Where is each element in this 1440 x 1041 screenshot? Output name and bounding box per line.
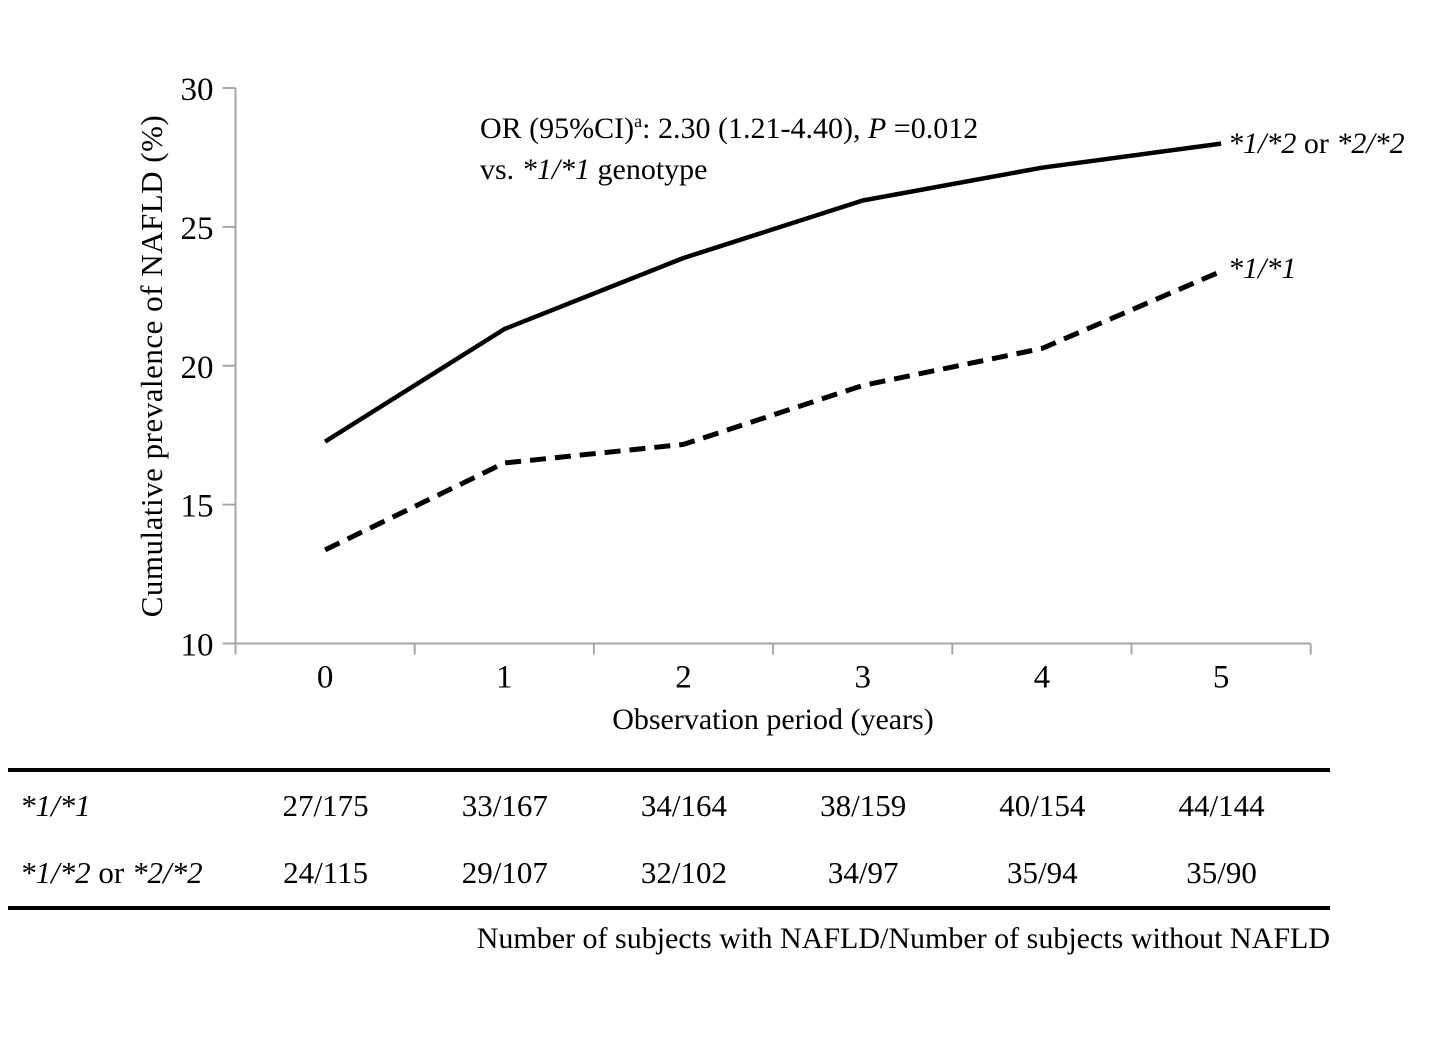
table-cell: 32/102: [640, 854, 728, 890]
x-tick-label: 0: [317, 660, 334, 696]
table-row-variant: *1/*2 or *2/*2 24/115 29/107 32/102 34/9…: [8, 839, 1330, 906]
y-axis-title: Cumulative prevalence of NAFLD (%): [134, 114, 169, 618]
row1-label-part2: *2/*2: [131, 854, 203, 890]
table-top-rule: [8, 768, 1330, 772]
annotation-or-text: OR (95%CI): [480, 112, 635, 145]
stats-annotation: OR (95%CI)a: 2.30 (1.21-4.40), P =0.012 …: [480, 108, 978, 190]
annotation-genotype-text: *1/*1: [521, 153, 591, 186]
row1-label-part1: *1/*2: [20, 854, 91, 890]
table-cell: 24/115: [283, 854, 369, 890]
annotation-footnote-marker: a: [634, 111, 643, 131]
annotation-vs-text: vs.: [480, 153, 522, 186]
series1-label-part1: *1/*1: [1228, 252, 1297, 285]
x-tick-label: 2: [675, 660, 692, 696]
series-label-variant-genotype: *1/*2 or *2/*2: [1228, 127, 1405, 161]
series0-label-part2: *2/*2: [1336, 127, 1405, 160]
annotation-estimate-text: : 2.30 (1.21-4.40),: [642, 112, 868, 145]
table-cell: 35/94: [1007, 854, 1078, 890]
row-label-wildtype: *1/*1: [8, 788, 236, 824]
x-tick-label: 5: [1213, 660, 1230, 696]
plot-area: 10 15 20 25 30 0 1 2 3 4 5: [181, 72, 1312, 696]
table-caption: Number of subjects with NAFLD/Number of …: [476, 922, 1330, 955]
table-cell: 38/159: [820, 787, 907, 823]
series0-label-or: or: [1296, 127, 1337, 160]
table-cell: 33/167: [461, 787, 548, 823]
y-tick-label: 25: [181, 211, 214, 247]
series-line-0: [323, 141, 1222, 444]
table-cell: 35/90: [1186, 854, 1257, 890]
y-tick-label: 30: [181, 72, 214, 108]
table-cell: 34/164: [640, 787, 728, 823]
x-tick-label: 4: [1034, 660, 1051, 696]
stats-annotation-line1: OR (95%CI)a: 2.30 (1.21-4.40), P =0.012: [480, 108, 978, 149]
series-label-wildtype-genotype: *1/*1: [1228, 252, 1296, 286]
annotation-p-value: =0.012: [886, 112, 979, 145]
table-cell: 44/144: [1178, 787, 1265, 823]
table-bottom-rule: [8, 906, 1330, 910]
table-cell: 34/97: [827, 854, 899, 890]
table-cell: 40/154: [999, 787, 1086, 823]
risk-table: *1/*1 27/175 33/167 34/164 38/159 40/154…: [8, 768, 1330, 956]
y-tick-label: 15: [181, 489, 214, 525]
annotation-genotype-suffix: genotype: [590, 153, 708, 186]
stats-annotation-line2: vs. *1/*1 genotype: [480, 149, 978, 190]
row-label-variant: *1/*2 or *2/*2: [8, 855, 236, 891]
annotation-p-symbol: P: [867, 112, 887, 145]
table-cell: 29/107: [461, 854, 548, 890]
row0-label-part1: *1/*1: [20, 787, 91, 823]
series0-label-part1: *1/*2: [1228, 127, 1297, 160]
row1-label-or: or: [90, 854, 132, 890]
table-row-wildtype: *1/*1 27/175 33/167 34/164 38/159 40/154…: [8, 772, 1330, 839]
x-tick-label: 1: [496, 660, 513, 696]
x-tick-label: 3: [854, 660, 871, 696]
x-axis-title: Observation period (years): [612, 703, 934, 736]
series-line-1: [324, 269, 1223, 553]
table-cell: 27/175: [282, 787, 369, 823]
y-tick-label: 10: [181, 628, 214, 664]
y-tick-label: 20: [181, 350, 214, 386]
